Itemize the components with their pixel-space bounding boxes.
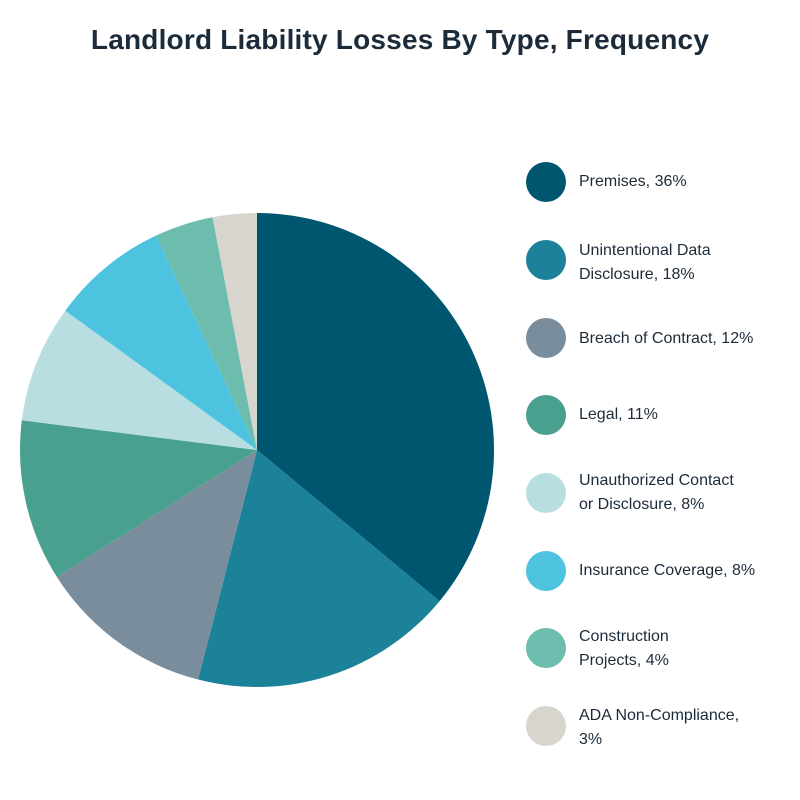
pie-slice-5 bbox=[65, 235, 257, 450]
legend-swatch bbox=[526, 706, 566, 746]
pie-slice-2 bbox=[56, 450, 257, 680]
legend-item-premises: Premises, 36% bbox=[526, 162, 796, 222]
legend-item-unintentional-data-disclosure: Unintentional Data Disclosure, 18% bbox=[526, 240, 796, 300]
legend-label: Unintentional Data Disclosure, 18% bbox=[579, 242, 711, 283]
pie-slice-3 bbox=[19, 420, 257, 577]
pie-slice-4 bbox=[21, 310, 257, 450]
legend-label: ADA Non-Compliance, 3% bbox=[579, 707, 740, 748]
chart-title: Landlord Liability Losses By Type, Frequ… bbox=[90, 24, 710, 55]
legend-item-ada-non-compliance: ADA Non-Compliance, 3% bbox=[526, 706, 796, 766]
pie-slice-0 bbox=[257, 213, 494, 602]
legend-label: Breach of Contract, 12% bbox=[579, 330, 754, 347]
pie-slice-1 bbox=[198, 450, 440, 687]
legend-label: Construction Projects, 4% bbox=[579, 628, 669, 669]
legend-label: Premises, 36% bbox=[579, 173, 687, 190]
legend-item-insurance-coverage: Insurance Coverage, 8% bbox=[526, 551, 796, 611]
legend-label: Insurance Coverage, 8% bbox=[579, 562, 756, 579]
legend-swatch bbox=[526, 162, 566, 202]
legend-swatch bbox=[526, 628, 566, 668]
legend-swatch bbox=[526, 318, 566, 358]
legend-item-legal: Legal, 11% bbox=[526, 395, 796, 455]
legend-swatch bbox=[526, 240, 566, 280]
legend-label: Unauthorized Contact or Disclosure, 8% bbox=[579, 472, 734, 513]
legend-swatch bbox=[526, 473, 566, 513]
pie-slice-6 bbox=[156, 217, 257, 450]
legend-label: Legal, 11% bbox=[579, 406, 658, 423]
legend-item-breach-of-contract: Breach of Contract, 12% bbox=[526, 318, 796, 378]
legend-item-unauthorized-contact-or-disclosure: Unauthorized Contact or Disclosure, 8% bbox=[526, 472, 796, 533]
legend-swatch bbox=[526, 551, 566, 591]
legend-swatch bbox=[526, 395, 566, 435]
pie-slice-7 bbox=[212, 213, 257, 450]
legend: Premises, 36% Unintentional Data Disclos… bbox=[526, 0, 796, 800]
legend-item-construction-projects: Construction Projects, 4% bbox=[526, 628, 796, 688]
